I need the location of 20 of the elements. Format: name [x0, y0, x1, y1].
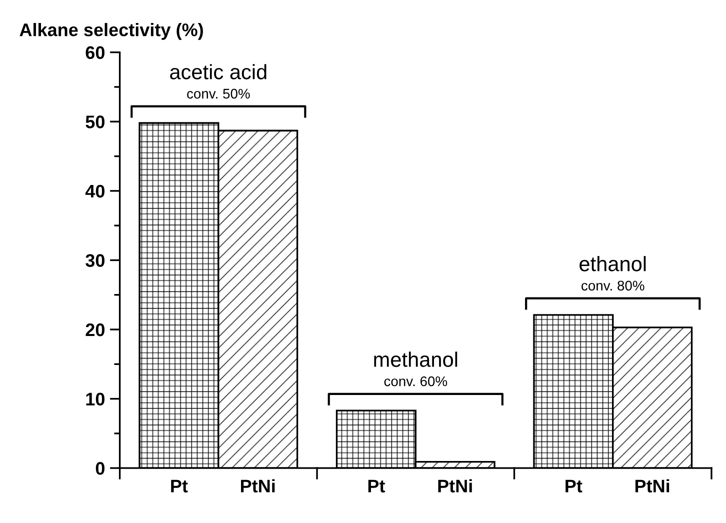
annotation: acetic acid [170, 64, 266, 80]
y-tick-label: 40 [85, 184, 104, 198]
y-tick-label: 20 [86, 323, 104, 336]
x-tick-label: Pt [566, 480, 582, 492]
y-tick-label: 60 [86, 46, 104, 60]
y-axis-title: Alkane selectivity (%) [20, 22, 203, 40]
x-tick-label: Pt [171, 480, 188, 492]
annotation: methanol [374, 352, 458, 367]
x-tick-label: Pt [368, 480, 385, 492]
y-tick-label: 30 [86, 254, 104, 267]
annotation: conv. 50% [187, 88, 250, 99]
annotation: conv. 60% [384, 376, 448, 386]
x-tick-label: PtNi [241, 479, 275, 492]
annotation: conv. 80% [582, 280, 644, 291]
y-tick-label: 50 [86, 116, 104, 128]
annotation: ethanol [580, 256, 646, 272]
y-tick-label: 10 [86, 392, 104, 406]
x-tick-label: PtNi [635, 479, 670, 492]
x-tick-label: PtNi [438, 479, 472, 492]
y-tick-label: 0 [96, 462, 104, 475]
